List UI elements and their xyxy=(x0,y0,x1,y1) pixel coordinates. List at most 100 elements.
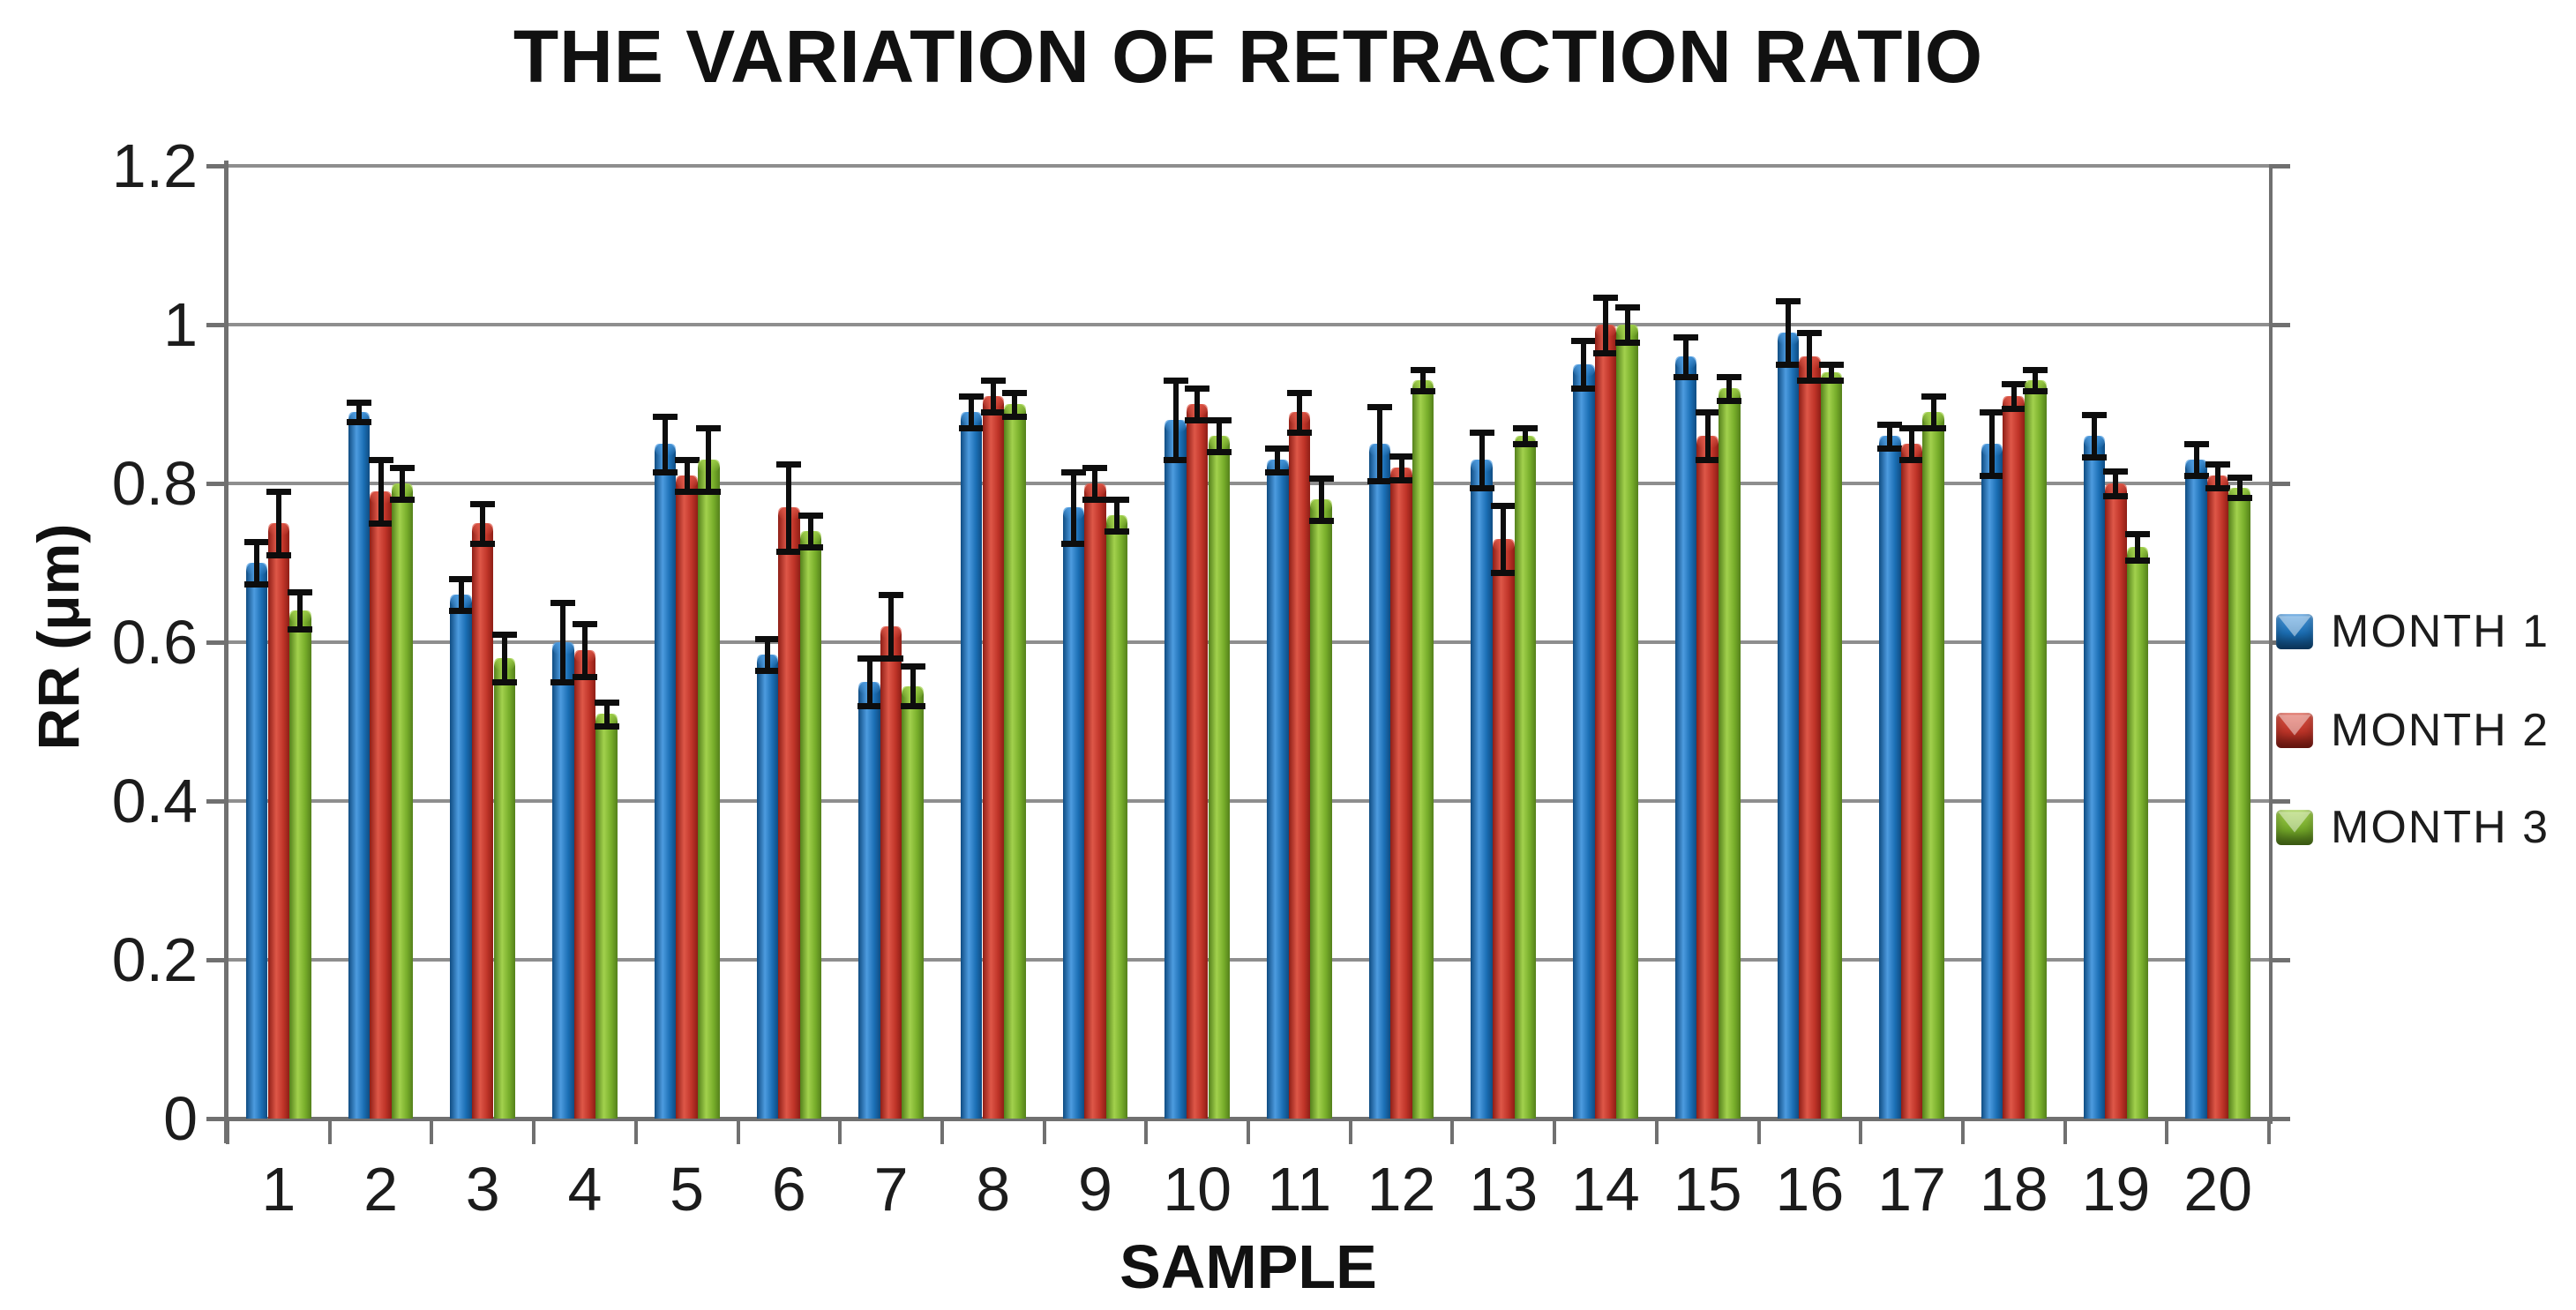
y-axis-line xyxy=(224,161,228,1143)
error-bar-month-2-sample-15 xyxy=(1704,412,1711,460)
error-bar-month-2-sample-12-cap-top xyxy=(1389,453,1414,460)
error-bar-month-3-sample-17-cap-top xyxy=(1921,393,1946,400)
error-bar-month-3-sample-1-cap-top xyxy=(288,589,313,596)
error-bar-month-2-sample-16-cap-bottom xyxy=(1797,378,1823,384)
x-axis-tick-18 xyxy=(2063,1121,2067,1144)
error-bar-month-2-sample-18-cap-top xyxy=(2001,380,2026,387)
bar-month-2-sample-1 xyxy=(267,523,290,1119)
error-bar-month-1-sample-16 xyxy=(1785,301,1791,364)
error-bar-month-2-sample-17 xyxy=(1909,428,1914,460)
bar-month-1-sample-7 xyxy=(858,682,880,1119)
bar-month-1-sample-10 xyxy=(1164,420,1187,1119)
x-axis-tick-9 xyxy=(1144,1121,1149,1144)
error-bar-month-1-sample-4-cap-bottom xyxy=(550,679,576,685)
error-bar-month-3-sample-19-cap-bottom xyxy=(2125,558,2150,565)
legend-item-month-1: MONTH 1 xyxy=(2276,605,2567,658)
error-bar-month-1-sample-6-cap-top xyxy=(754,635,780,642)
bar-month-2-sample-6 xyxy=(778,507,800,1119)
bar-month-3-sample-1 xyxy=(289,610,311,1119)
error-bar-month-1-sample-3 xyxy=(458,579,464,610)
y-tick-label-0.2: 0.2 xyxy=(111,925,198,994)
bar-month-1-sample-11 xyxy=(1267,460,1289,1119)
legend-label-month-1: MONTH 1 xyxy=(2331,606,2550,657)
error-bar-month-2-sample-2-cap-top xyxy=(368,457,393,463)
error-bar-month-1-sample-13-cap-bottom xyxy=(1469,484,1494,491)
legend-chip-month-2 xyxy=(2276,713,2313,748)
x-tick-label-9: 9 xyxy=(1077,1155,1112,1224)
error-bar-month-2-sample-5 xyxy=(684,460,690,491)
x-tick-label-19: 19 xyxy=(2081,1155,2151,1224)
error-bar-month-3-sample-15-cap-bottom xyxy=(1717,397,1742,404)
x-axis-tick-7 xyxy=(940,1121,944,1144)
error-bar-month-3-sample-2-cap-top xyxy=(390,465,416,471)
error-bar-month-2-sample-11-cap-bottom xyxy=(1286,429,1312,436)
error-bar-month-2-sample-19 xyxy=(2113,470,2119,497)
error-bar-month-2-sample-11 xyxy=(1296,392,1302,432)
y-tick-label-0: 0 xyxy=(163,1084,198,1153)
bar-month-1-sample-14 xyxy=(1573,364,1595,1119)
error-bar-month-1-sample-9-cap-bottom xyxy=(1060,540,1086,547)
error-bar-month-3-sample-11-cap-bottom xyxy=(1308,518,1334,525)
legend-label-month-3: MONTH 3 xyxy=(2331,802,2550,853)
x-axis-tick-4 xyxy=(633,1121,638,1144)
y-tick-label-0.8: 0.8 xyxy=(111,449,198,518)
y-axis-tick-left-0.2 xyxy=(206,958,228,962)
error-bar-month-2-sample-4-cap-bottom xyxy=(573,673,597,680)
bar-month-2-sample-8 xyxy=(982,396,1005,1119)
error-bar-month-2-sample-9-cap-top xyxy=(1082,465,1108,471)
x-tick-label-1: 1 xyxy=(261,1155,296,1224)
legend-chip-shine xyxy=(2278,715,2311,736)
error-bar-month-2-sample-20-cap-bottom xyxy=(2205,484,2231,491)
x-axis-tick-16 xyxy=(1859,1121,1863,1144)
error-bar-month-1-sample-19-cap-bottom xyxy=(2081,454,2107,461)
error-bar-month-3-sample-9-cap-bottom xyxy=(1105,528,1129,535)
bar-month-3-sample-3 xyxy=(493,658,516,1119)
x-tick-label-7: 7 xyxy=(873,1155,909,1224)
x-axis-tick-0 xyxy=(226,1121,229,1144)
x-axis-title: SAMPLE xyxy=(1120,1232,1377,1301)
x-tick-label-20: 20 xyxy=(2183,1155,2253,1224)
bar-month-1-sample-8 xyxy=(960,412,983,1119)
y-axis-tick-left-1 xyxy=(206,323,228,327)
x-axis-tick-10 xyxy=(1247,1121,1250,1144)
error-bar-month-1-sample-3-cap-top xyxy=(448,576,474,582)
x-axis-tick-6 xyxy=(838,1121,842,1144)
bar-month-1-sample-18 xyxy=(1981,444,2003,1119)
error-bar-month-2-sample-2 xyxy=(378,460,384,523)
bar-month-3-sample-17 xyxy=(1922,412,1944,1119)
y-tick-label-0.6: 0.6 xyxy=(111,608,198,677)
error-bar-month-2-sample-13-cap-top xyxy=(1491,503,1516,510)
y-tick-label-1.2: 1.2 xyxy=(111,131,198,200)
error-bar-month-1-sample-8 xyxy=(969,396,975,428)
error-bar-month-1-sample-16-cap-top xyxy=(1775,298,1801,304)
bar-month-2-sample-3 xyxy=(471,523,494,1119)
legend-chip-shine xyxy=(2278,616,2311,637)
bar-month-2-sample-11 xyxy=(1288,412,1311,1119)
y-tick-label-0.4: 0.4 xyxy=(111,767,198,835)
error-bar-month-1-sample-15-cap-top xyxy=(1674,333,1698,341)
error-bar-month-1-sample-17-cap-bottom xyxy=(1877,445,1903,452)
error-bar-month-3-sample-10-cap-top xyxy=(1206,417,1232,423)
bar-month-2-sample-4 xyxy=(573,650,596,1119)
error-bar-month-2-sample-4-cap-top xyxy=(573,621,597,628)
legend-item-month-3: MONTH 3 xyxy=(2276,801,2567,854)
bar-month-1-sample-9 xyxy=(1062,507,1085,1119)
error-bar-month-1-sample-7-cap-bottom xyxy=(857,703,882,709)
error-bar-month-3-sample-16-cap-top xyxy=(1819,362,1844,368)
error-bar-month-2-sample-15-cap-top xyxy=(1695,409,1720,415)
x-axis-tick-20 xyxy=(2267,1121,2271,1144)
error-bar-month-3-sample-5-cap-top xyxy=(696,425,722,431)
error-bar-month-3-sample-1-cap-bottom xyxy=(288,625,313,633)
error-bar-month-3-sample-18-cap-top xyxy=(2023,367,2048,374)
error-bar-month-3-sample-20-cap-bottom xyxy=(2227,495,2252,502)
error-bar-month-2-sample-4 xyxy=(582,624,588,677)
error-bar-month-2-sample-13 xyxy=(1501,505,1507,573)
x-tick-label-16: 16 xyxy=(1775,1155,1845,1224)
x-tick-label-4: 4 xyxy=(567,1155,603,1224)
bar-month-2-sample-12 xyxy=(1390,468,1412,1119)
error-bar-month-1-sample-1 xyxy=(254,541,260,585)
error-bar-month-1-sample-20-cap-bottom xyxy=(2183,473,2209,479)
error-bar-month-3-sample-7-cap-top xyxy=(900,663,925,670)
error-bar-month-3-sample-10-cap-bottom xyxy=(1206,449,1232,455)
x-tick-label-12: 12 xyxy=(1367,1155,1436,1224)
